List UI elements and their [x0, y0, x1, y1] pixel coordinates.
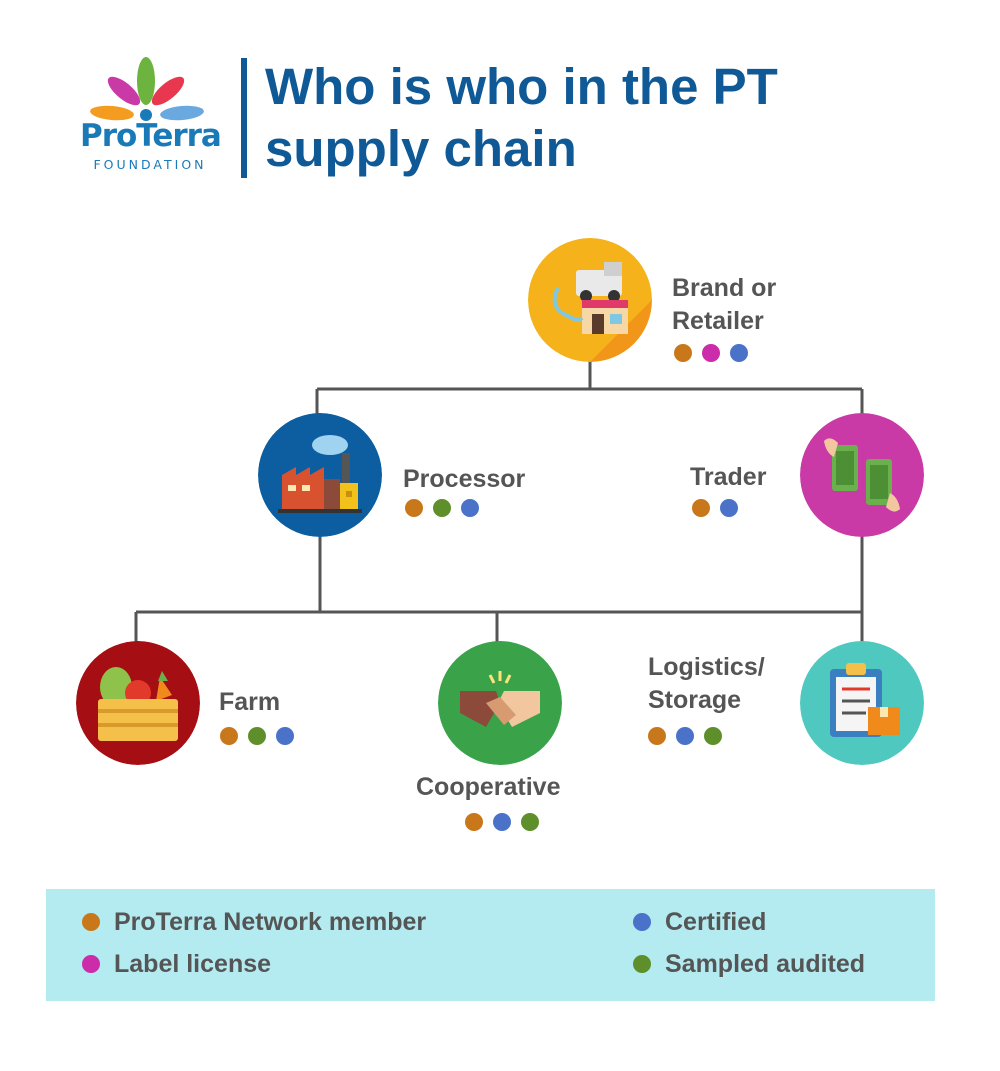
logistics-label-line-2: Storage — [648, 686, 742, 714]
trader-label: Trader — [690, 463, 767, 491]
audited-badge-dot — [521, 813, 539, 831]
logistics-label-line-1: Logistics/ — [648, 653, 765, 681]
audited-badge-dot — [248, 727, 266, 745]
title-divider — [241, 58, 247, 178]
legend-member-text: ProTerra Network member — [114, 908, 427, 936]
legend-item-audited: Sampled audited — [633, 949, 865, 979]
trader-node-circle — [800, 413, 924, 537]
legend-item-certified: Certified — [633, 907, 766, 937]
farm-label: Farm — [219, 688, 281, 716]
logo-subtitle: FOUNDATION — [93, 157, 207, 172]
clipboard-box-icon — [800, 641, 924, 765]
handshake-icon — [438, 641, 562, 765]
member-badge-dot — [674, 344, 692, 362]
member-legend-dot — [82, 913, 100, 931]
member-badge-dot — [648, 727, 666, 745]
processor-node-circle — [258, 413, 382, 537]
label-legend-dot — [82, 955, 100, 973]
title-line-2: supply chain — [265, 120, 577, 177]
label-badge-dot — [702, 344, 720, 362]
processor-label: Processor — [403, 465, 526, 493]
brand-badges — [674, 344, 758, 362]
factory-icon — [258, 413, 382, 537]
audited-badge-dot — [704, 727, 722, 745]
brand-label: Brand or Retailer — [672, 272, 776, 338]
certified-badge-dot — [720, 499, 738, 517]
certified-legend-dot — [633, 913, 651, 931]
legend-item-label: Label license — [82, 949, 271, 979]
cooperative-label: Cooperative — [416, 773, 561, 801]
legend-audited-text: Sampled audited — [665, 950, 866, 978]
page-title: Who is who in the PT supply chain — [265, 56, 885, 180]
proterra-logo: ProTerra FOUNDATION — [80, 55, 222, 185]
brand-label-line-1: Brand or — [672, 274, 777, 302]
audited-badge-dot — [433, 499, 451, 517]
legend-label-text: Label license — [114, 950, 272, 978]
store-truck-icon — [528, 238, 652, 362]
logistics-badges — [648, 727, 732, 745]
trader-badges — [692, 499, 748, 517]
member-badge-dot — [405, 499, 423, 517]
certified-badge-dot — [276, 727, 294, 745]
legend-certified-text: Certified — [665, 908, 767, 936]
farm-badges — [220, 727, 304, 745]
money-exchange-icon — [800, 413, 924, 537]
logo-wordmark: ProTerra — [80, 118, 222, 154]
member-badge-dot — [692, 499, 710, 517]
member-badge-dot — [220, 727, 238, 745]
logistics-label: Logistics/ Storage — [648, 651, 765, 717]
legend-item-member: ProTerra Network member — [82, 907, 426, 937]
certified-badge-dot — [493, 813, 511, 831]
processor-badges — [405, 499, 489, 517]
cooperative-badges — [465, 813, 549, 831]
title-line-1: Who is who in the PT — [265, 58, 778, 115]
logistics-node-circle — [800, 641, 924, 765]
certified-badge-dot — [676, 727, 694, 745]
brand-node-circle — [528, 238, 652, 362]
brand-label-line-2: Retailer — [672, 307, 764, 335]
vegetable-crate-icon — [76, 641, 200, 765]
legend: ProTerra Network member Label license Ce… — [46, 889, 935, 1001]
audited-legend-dot — [633, 955, 651, 973]
cooperative-node-circle — [438, 641, 562, 765]
farm-node-circle — [76, 641, 200, 765]
member-badge-dot — [465, 813, 483, 831]
certified-badge-dot — [730, 344, 748, 362]
certified-badge-dot — [461, 499, 479, 517]
flower-logo-icon — [90, 57, 204, 121]
